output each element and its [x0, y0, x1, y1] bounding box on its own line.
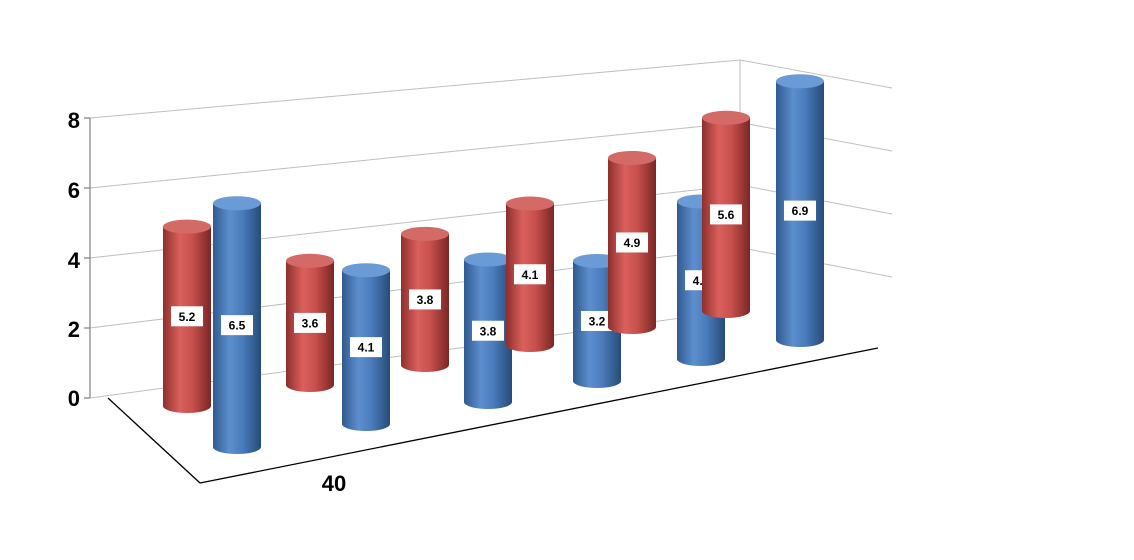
data-label: 4.1	[358, 341, 375, 355]
cylinder-bar: 5.6	[702, 110, 750, 318]
y-tick-label: 4	[68, 248, 81, 273]
data-label-box	[616, 232, 648, 253]
gridline	[89, 122, 741, 189]
cylinder-top	[342, 263, 390, 278]
y-tick-label: 2	[68, 317, 80, 342]
cylinder-bar: 6.9	[776, 74, 824, 347]
floor-left-edge	[107, 397, 201, 484]
data-label: 6.5	[229, 319, 246, 333]
y-tick-label: 6	[68, 178, 80, 203]
cylinder-top	[776, 74, 824, 89]
data-label-box	[171, 306, 203, 327]
x-axis-line	[199, 347, 879, 484]
data-label: 6.9	[792, 204, 809, 218]
y-tick-label: 8	[68, 108, 80, 133]
data-label: 4.9	[624, 236, 641, 250]
cylinder-top	[213, 196, 261, 211]
cylinder-bar: 3.8	[464, 252, 512, 409]
cylinder-top	[401, 226, 449, 241]
data-label: 3.6	[302, 316, 319, 330]
data-label-box	[710, 204, 742, 225]
data-label: 3.8	[417, 293, 434, 307]
cylinder-top	[286, 253, 334, 268]
data-label-box	[472, 320, 504, 341]
cylinder-bar: 4.1	[342, 263, 390, 431]
data-label-box	[784, 200, 816, 221]
cylinder-top	[608, 150, 656, 165]
cylinder-bar: 3.6	[286, 253, 334, 392]
gridline	[89, 59, 741, 119]
data-label-box	[221, 315, 253, 336]
y-axis-tick-labels: 0 2 4 6 8	[68, 108, 81, 411]
data-label: 4.1	[522, 268, 539, 282]
cylinder-bar: 6.5	[213, 196, 261, 454]
x-tick-label: 40	[322, 471, 346, 496]
cylinder-bars: 5.26.5 3.64.13.83.84.13.24.94.25.6 6.9	[163, 74, 824, 454]
data-label: 3.2	[589, 315, 606, 329]
data-label: 5.6	[718, 208, 735, 222]
cylinder-top	[702, 110, 750, 125]
cylinder-top	[506, 196, 554, 211]
data-label-box	[581, 311, 613, 331]
data-label: 3.8	[480, 324, 497, 338]
data-label-box	[294, 312, 326, 333]
data-label: 5.2	[179, 310, 196, 324]
cylinder-bar: 4.1	[506, 196, 554, 352]
cylinder-bar: 5.2	[163, 219, 211, 413]
cylinder-top	[464, 252, 512, 267]
data-label-box	[514, 264, 546, 285]
data-label-box	[409, 289, 441, 310]
data-label-box	[350, 337, 382, 358]
y-tick-label: 0	[68, 386, 80, 411]
gridline	[739, 59, 893, 89]
cylinder-top	[163, 219, 211, 234]
cylinder-bar: 4.9	[608, 150, 656, 334]
cylinder-bar: 3.8	[401, 226, 449, 372]
